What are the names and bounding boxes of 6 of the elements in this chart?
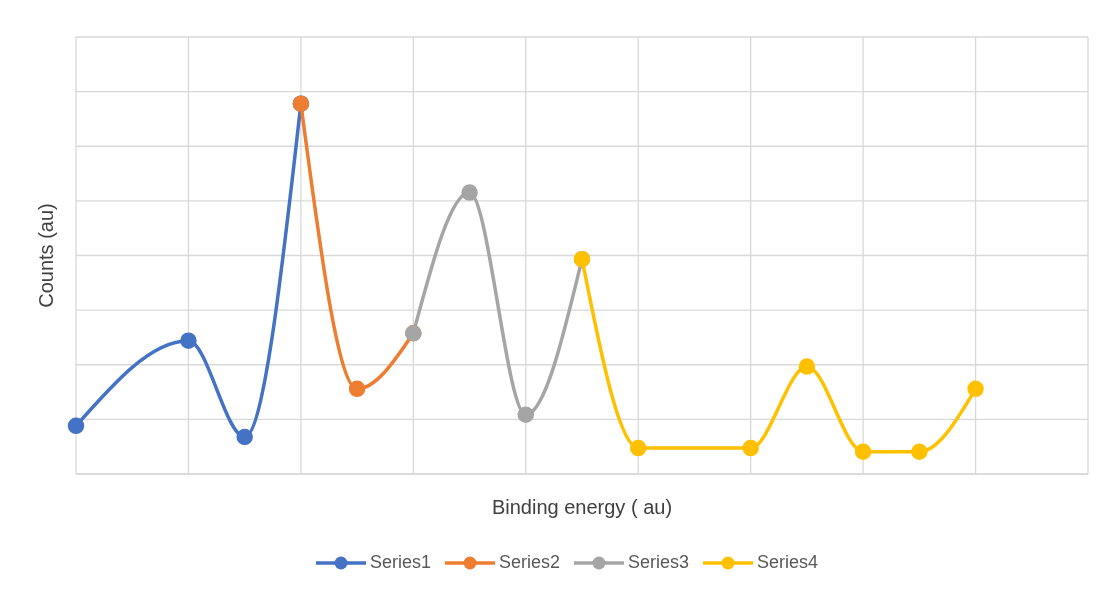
y-axis-title: Counts (au)	[35, 203, 58, 308]
legend-label: Series4	[757, 552, 819, 573]
x-axis-title: Binding energy ( au)	[491, 496, 673, 518]
legend-label: Series2	[498, 552, 560, 573]
legend-label: Series3	[628, 552, 690, 573]
legend-label: Series1	[369, 552, 431, 573]
